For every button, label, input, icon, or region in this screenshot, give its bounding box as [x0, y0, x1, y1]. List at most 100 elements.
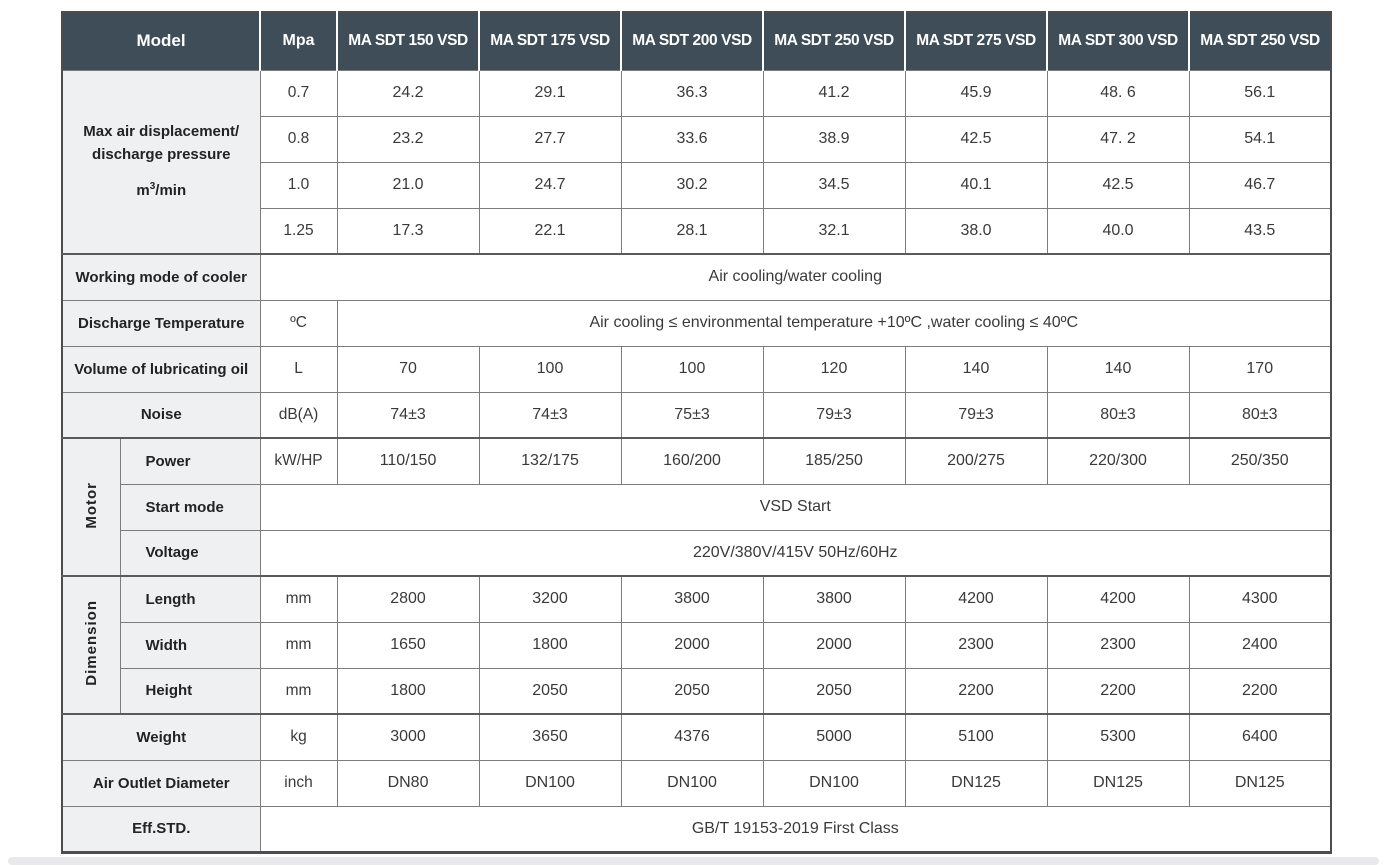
voltage-value: 220V/380V/415V 50Hz/60Hz — [259, 529, 1332, 577]
noise-value-cell: 75±3 — [620, 391, 764, 439]
displacement-value-cell: 45.9 — [904, 69, 1048, 117]
width-value-cell: 1650 — [336, 621, 480, 669]
displacement-value-cell: 33.6 — [620, 115, 764, 163]
discharge-temp-label: Discharge Temperature — [61, 299, 261, 347]
noise-value-cell: 74±3 — [336, 391, 480, 439]
oil-label: Volume of lubricating oil — [61, 345, 261, 393]
displacement-value-cell: 56.1 — [1188, 69, 1332, 117]
air-outlet-value-cell: DN125 — [1046, 759, 1190, 807]
oil-value-cell: 140 — [904, 345, 1048, 393]
displacement-value-cell: 43.5 — [1188, 207, 1332, 255]
table-row-weight: Weight kg 3000 3650 4376 5000 5100 5300 6400 — [61, 713, 1332, 761]
model-header-cell: MA SDT 150 VSD — [337, 12, 481, 71]
table-row-displacement-1.0: 1.0 21.0 24.7 30.2 34.5 40.1 42.5 46.7 — [62, 161, 1332, 209]
eff-std-label: Eff.STD. — [61, 805, 261, 853]
weight-value-cell: 6400 — [1188, 713, 1332, 761]
height-value-cell: 1800 — [336, 667, 480, 715]
width-value-cell: 2400 — [1188, 621, 1332, 669]
unit-m: m — [136, 182, 150, 199]
air-outlet-label: Air Outlet Diameter — [61, 759, 261, 807]
displacement-value-cell: 24.7 — [478, 161, 622, 209]
displacement-value-cell: 38.9 — [762, 115, 906, 163]
noise-value-cell: 79±3 — [762, 391, 906, 439]
discharge-temp-value: Air cooling ≤ environmental temperature … — [336, 299, 1332, 347]
width-value-cell: 1800 — [478, 621, 622, 669]
pressure-cell: 1.0 — [259, 161, 338, 209]
height-label: Height — [119, 667, 261, 715]
weight-value-cell: 5100 — [904, 713, 1048, 761]
oil-value-cell: 140 — [1046, 345, 1190, 393]
air-outlet-value-cell: DN100 — [762, 759, 906, 807]
weight-unit: kg — [259, 713, 338, 761]
length-value-cell: 3800 — [620, 575, 764, 623]
noise-value-cell: 80±3 — [1046, 391, 1190, 439]
width-value-cell: 2300 — [904, 621, 1048, 669]
compressor-spec-table: Model Mpa MA SDT 150 VSD MA SDT 175 VSD MA… — [61, 11, 1333, 854]
power-value-cell: 110/150 — [336, 437, 480, 485]
width-unit: mm — [259, 621, 338, 669]
power-value-cell: 220/300 — [1046, 437, 1190, 485]
displacement-value-cell: 22.1 — [478, 207, 622, 255]
displacement-value-cell: 41.2 — [762, 69, 906, 117]
displacement-value-cell: 29.1 — [478, 69, 622, 117]
height-value-cell: 2200 — [1188, 667, 1332, 715]
weight-value-cell: 5000 — [762, 713, 906, 761]
table-row-motor-voltage: Voltage 220V/380V/415V 50Hz/60Hz — [62, 529, 1332, 577]
displacement-value-cell: 47. 2 — [1046, 115, 1190, 163]
oil-unit: L — [259, 345, 338, 393]
power-value-cell: 250/350 — [1188, 437, 1332, 485]
weight-value-cell: 4376 — [620, 713, 764, 761]
power-value-cell: 132/175 — [478, 437, 622, 485]
displacement-value-cell: 48. 6 — [1046, 69, 1190, 117]
model-header: Model — [62, 12, 262, 71]
length-value-cell: 3800 — [762, 575, 906, 623]
height-value-cell: 2200 — [904, 667, 1048, 715]
air-outlet-value-cell: DN125 — [1188, 759, 1332, 807]
model-header-cell: MA SDT 300 VSD — [1047, 12, 1191, 71]
oil-value-cell: 70 — [336, 345, 480, 393]
oil-value-cell: 100 — [620, 345, 764, 393]
noise-value-cell: 74±3 — [478, 391, 622, 439]
model-header-cell: MA SDT 275 VSD — [905, 12, 1049, 71]
table-row-dimension-width: Width mm 1650 1800 2000 2000 2300 2300 2400 — [62, 621, 1332, 669]
table-row-displacement-1.25: 1.25 17.3 22.1 28.1 32.1 38.0 40.0 43.5 — [62, 207, 1332, 255]
pressure-cell: 1.25 — [259, 207, 338, 255]
unit-per-min: /min — [155, 182, 187, 199]
power-value-cell: 185/250 — [762, 437, 906, 485]
start-mode-value: VSD Start — [259, 483, 1332, 531]
width-value-cell: 2300 — [1046, 621, 1190, 669]
spacer — [63, 166, 260, 180]
height-value-cell: 2200 — [1046, 667, 1190, 715]
oil-value-cell: 120 — [762, 345, 906, 393]
table-row-oil: Volume of lubricating oil L 70 100 100 120 1… — [61, 345, 1332, 393]
length-value-cell: 4200 — [1046, 575, 1190, 623]
height-value-cell: 2050 — [620, 667, 764, 715]
pressure-cell: 0.7 — [259, 69, 338, 117]
table-row-dimension-height: Height mm 1800 2050 2050 2050 2200 2200 2200 — [62, 667, 1332, 715]
oil-value-cell: 170 — [1188, 345, 1332, 393]
air-outlet-value-cell: DN100 — [620, 759, 764, 807]
bottom-divider-bar — [8, 857, 1379, 865]
displacement-value-cell: 38.0 — [904, 207, 1048, 255]
weight-label: Weight — [61, 713, 261, 761]
displacement-value-cell: 36.3 — [620, 69, 764, 117]
table-row-air-outlet: Air Outlet Diameter inch DN80 DN100 DN100 D… — [61, 759, 1332, 807]
unit-sup3: 3 — [149, 181, 156, 192]
displacement-value-cell: 24.2 — [336, 69, 480, 117]
displacement-value-cell: 27.7 — [478, 115, 622, 163]
table-row-cooler: Working mode of cooler Air cooling/water… — [61, 253, 1332, 301]
displacement-value-cell: 42.5 — [904, 115, 1048, 163]
table-row-displacement-0.8: 0.8 23.2 27.7 33.6 38.9 42.5 47. 2 54.1 — [62, 115, 1332, 163]
table-row-dimension-length: Dimension Length mm 2800 3200 3800 3800 4200… — [61, 575, 1332, 715]
weight-value-cell: 3650 — [478, 713, 622, 761]
motor-group-label: Motor — [61, 437, 121, 577]
displacement-label-line2: discharge pressure — [92, 145, 231, 163]
dimension-group-label: Dimension — [61, 575, 121, 715]
header-row: Model Mpa MA SDT 150 VSD MA SDT 175 VSD MA… — [62, 12, 1332, 71]
air-outlet-unit: inch — [259, 759, 338, 807]
length-unit: mm — [259, 575, 338, 623]
displacement-unit-label: m3/min — [63, 180, 260, 203]
power-label: Power — [119, 437, 261, 485]
air-outlet-value-cell: DN125 — [904, 759, 1048, 807]
